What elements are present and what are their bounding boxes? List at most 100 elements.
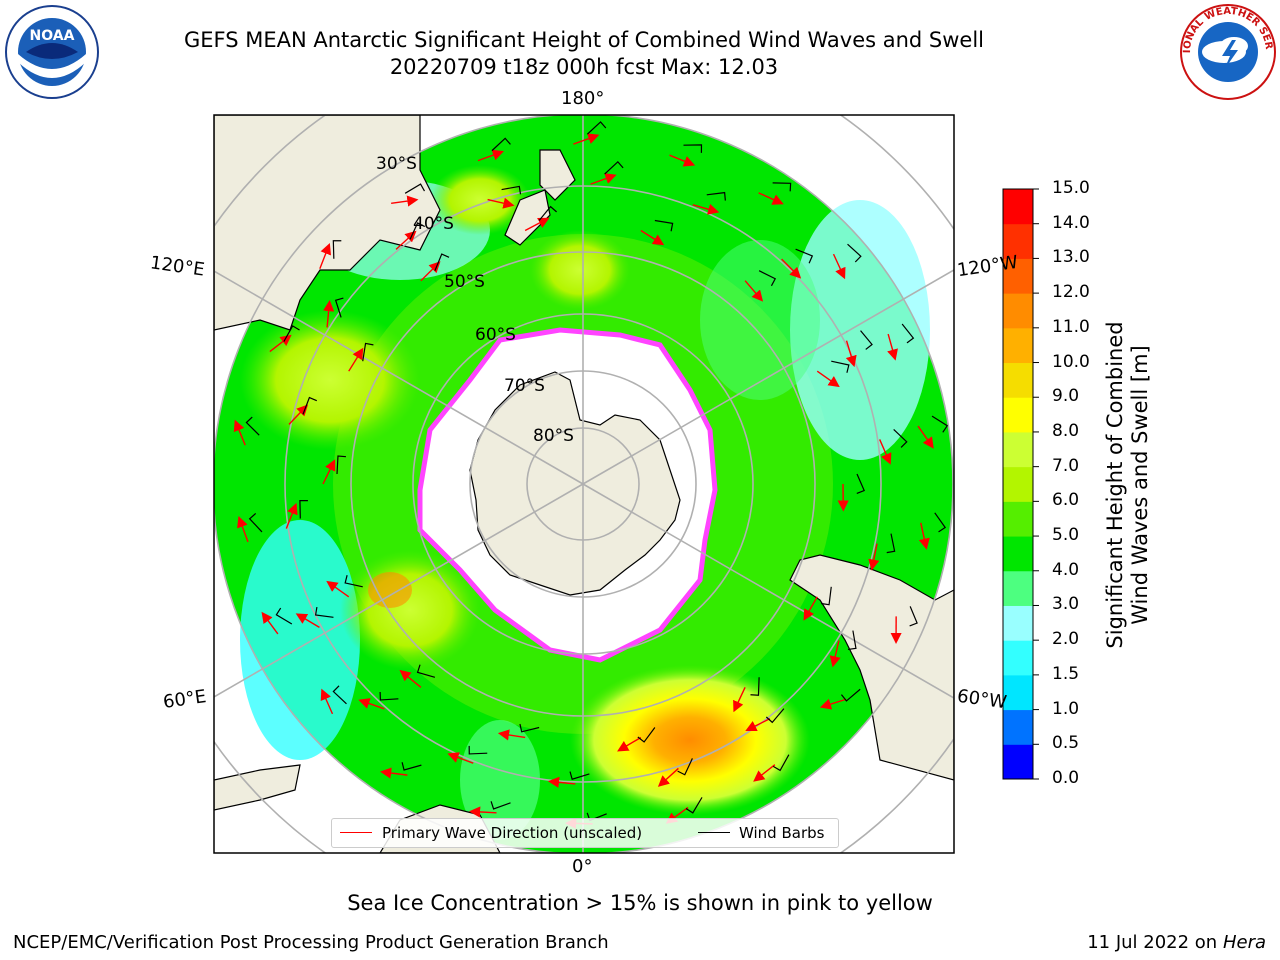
- wave-direction-arrow: [758, 192, 784, 205]
- wave-direction-arrow: [669, 154, 696, 167]
- colorbar-tick-label: 6.0: [1052, 490, 1080, 511]
- wind-barb: [685, 797, 703, 814]
- wind-barb: [860, 330, 873, 350]
- wave-direction-arrow: [295, 613, 320, 628]
- colorbar-segment: [1003, 293, 1033, 329]
- colorbar-segment: [1003, 431, 1033, 468]
- colorbar-segment: [1003, 362, 1033, 398]
- wave-direction-arrow: [733, 686, 746, 713]
- wave-direction-arrow: [918, 522, 930, 550]
- colorbar-tick-label: 12.0: [1052, 282, 1090, 303]
- colorbar-tick-label: 4.0: [1052, 559, 1080, 580]
- wind-barb: [847, 243, 862, 263]
- wind-barb: [758, 270, 777, 287]
- wind-barb: [750, 677, 760, 696]
- wave-direction-arrow: [819, 698, 847, 710]
- wind-barb: [706, 191, 726, 201]
- wave-direction-arrow: [887, 333, 898, 361]
- colorbar-segment: [1003, 501, 1033, 537]
- wind-barb: [856, 473, 865, 495]
- wind-barb: [637, 727, 656, 743]
- wave-direction-arrow: [753, 764, 776, 782]
- wind-barb: [677, 758, 693, 776]
- latitude-labels: 30°S 40°S 50°S 60°S 70°S 80°S: [376, 154, 574, 446]
- colorbar-tick-label: 1.0: [1052, 698, 1080, 719]
- wind-barb: [909, 606, 918, 627]
- colorbar-tick-label: 8.0: [1052, 420, 1080, 441]
- wind-barb: [519, 723, 540, 733]
- wind-barb: [416, 664, 436, 678]
- colorbar-segment: [1003, 640, 1033, 676]
- sea-ice-note: Sea Ice Concentration > 15% is shown in …: [347, 891, 933, 915]
- colorbar-segment: [1003, 536, 1033, 572]
- colorbar-tick-label: 0.0: [1052, 768, 1080, 788]
- wind-barb: [840, 688, 861, 702]
- wave-direction-arrow: [917, 425, 934, 449]
- wave-direction-arrow: [320, 688, 334, 715]
- wind-barb: [344, 575, 363, 588]
- wind-barb: [409, 222, 426, 240]
- wind-barb: [893, 429, 908, 448]
- wave-direction-arrow: [745, 718, 771, 732]
- wave-direction-arrow: [447, 752, 474, 764]
- wave-direction-arrow: [590, 173, 617, 185]
- map-legend: Primary Wave Direction (unscaled) Wind B…: [331, 818, 839, 848]
- wind-barb: [901, 323, 915, 344]
- wind-barb: [314, 606, 334, 618]
- wind-barb: [404, 183, 426, 194]
- colorbar-segment: [1003, 258, 1033, 294]
- colorbar-tick-label: 10.0: [1052, 351, 1090, 372]
- colorbar-segment: [1003, 674, 1033, 711]
- wind-barb: [886, 533, 896, 554]
- wave-direction-arrow: [391, 195, 419, 207]
- wave-direction-arrow: [477, 149, 504, 162]
- noaa-logo: NOAA: [4, 4, 100, 104]
- colorbar-tick-label: 1.5: [1052, 663, 1080, 684]
- wind-barb: [332, 240, 342, 259]
- wave-direction-arrow: [348, 347, 364, 372]
- colorbar-tick-label: 13.0: [1052, 247, 1090, 268]
- wave-direction-arrow: [358, 698, 385, 710]
- colorbar-tick-label: 5.0: [1052, 525, 1080, 546]
- colorbar-segment: [1003, 570, 1033, 606]
- colorbar-tick-label: 2.0: [1052, 629, 1080, 650]
- lat-label-40: 40°S: [413, 214, 454, 234]
- wind-barbs: [245, 121, 949, 822]
- wave-direction-arrow: [497, 729, 526, 741]
- wave-direction-arrow: [524, 217, 550, 232]
- wind-barb: [283, 325, 300, 342]
- wave-direction-arrow: [233, 419, 246, 446]
- wave-direction-arrow: [832, 253, 846, 280]
- wind-barb: [772, 754, 790, 772]
- wind-barb: [569, 771, 590, 781]
- lat-label-30: 30°S: [376, 154, 417, 174]
- wind-barb: [248, 513, 263, 533]
- wave-direction-arrow: [573, 133, 600, 145]
- wave-direction-arrow: [692, 203, 720, 215]
- wind-barb: [931, 415, 949, 433]
- wave-direction-arrow: [744, 280, 764, 302]
- footer-credit: NCEP/EMC/Verification Post Processing Pr…: [13, 932, 609, 953]
- wind-barb: [245, 416, 260, 436]
- wave-direction-arrow: [868, 543, 880, 571]
- wave-direction-arrow: [816, 370, 840, 388]
- wave-direction-arrow: [323, 299, 335, 328]
- lat-label-70: 70°S: [504, 376, 545, 396]
- wind-barb: [795, 248, 814, 264]
- barb-legend-label: Wind Barbs: [739, 824, 825, 842]
- lat-label-60: 60°S: [475, 325, 516, 345]
- wave-direction-arrow: [640, 229, 665, 246]
- wave-direction-arrow: [285, 502, 298, 529]
- colorbar-segment: [1003, 466, 1033, 502]
- wind-barb: [538, 205, 557, 221]
- antarctica: [469, 371, 681, 596]
- wave-direction-arrow: [399, 669, 422, 688]
- wave-legend-swatch: [340, 832, 372, 833]
- wind-barb: [491, 137, 511, 152]
- wind-barb: [847, 630, 857, 651]
- colorbar-segment: [1003, 744, 1033, 780]
- colorbar-segment: [1003, 709, 1033, 745]
- wind-barb: [604, 161, 624, 175]
- colorbar-segment: [1003, 223, 1033, 259]
